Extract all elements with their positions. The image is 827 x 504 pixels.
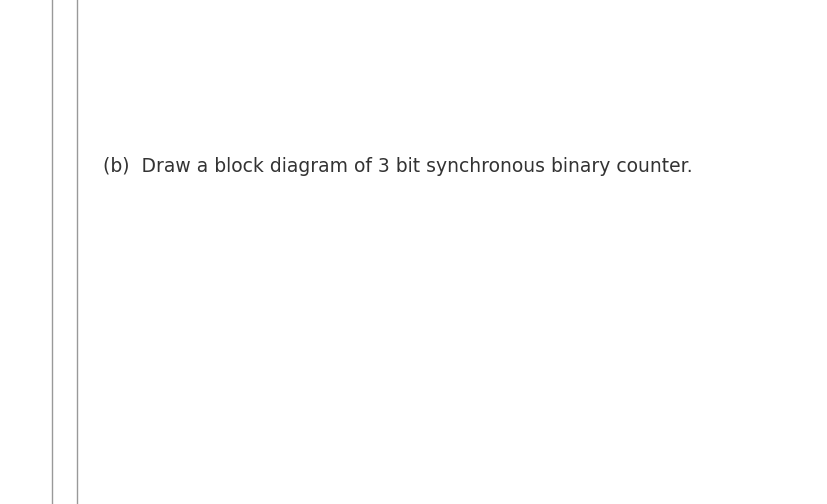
Text: (b)  Draw a block diagram of 3 bit synchronous binary counter.: (b) Draw a block diagram of 3 bit synchr… [103,157,692,176]
